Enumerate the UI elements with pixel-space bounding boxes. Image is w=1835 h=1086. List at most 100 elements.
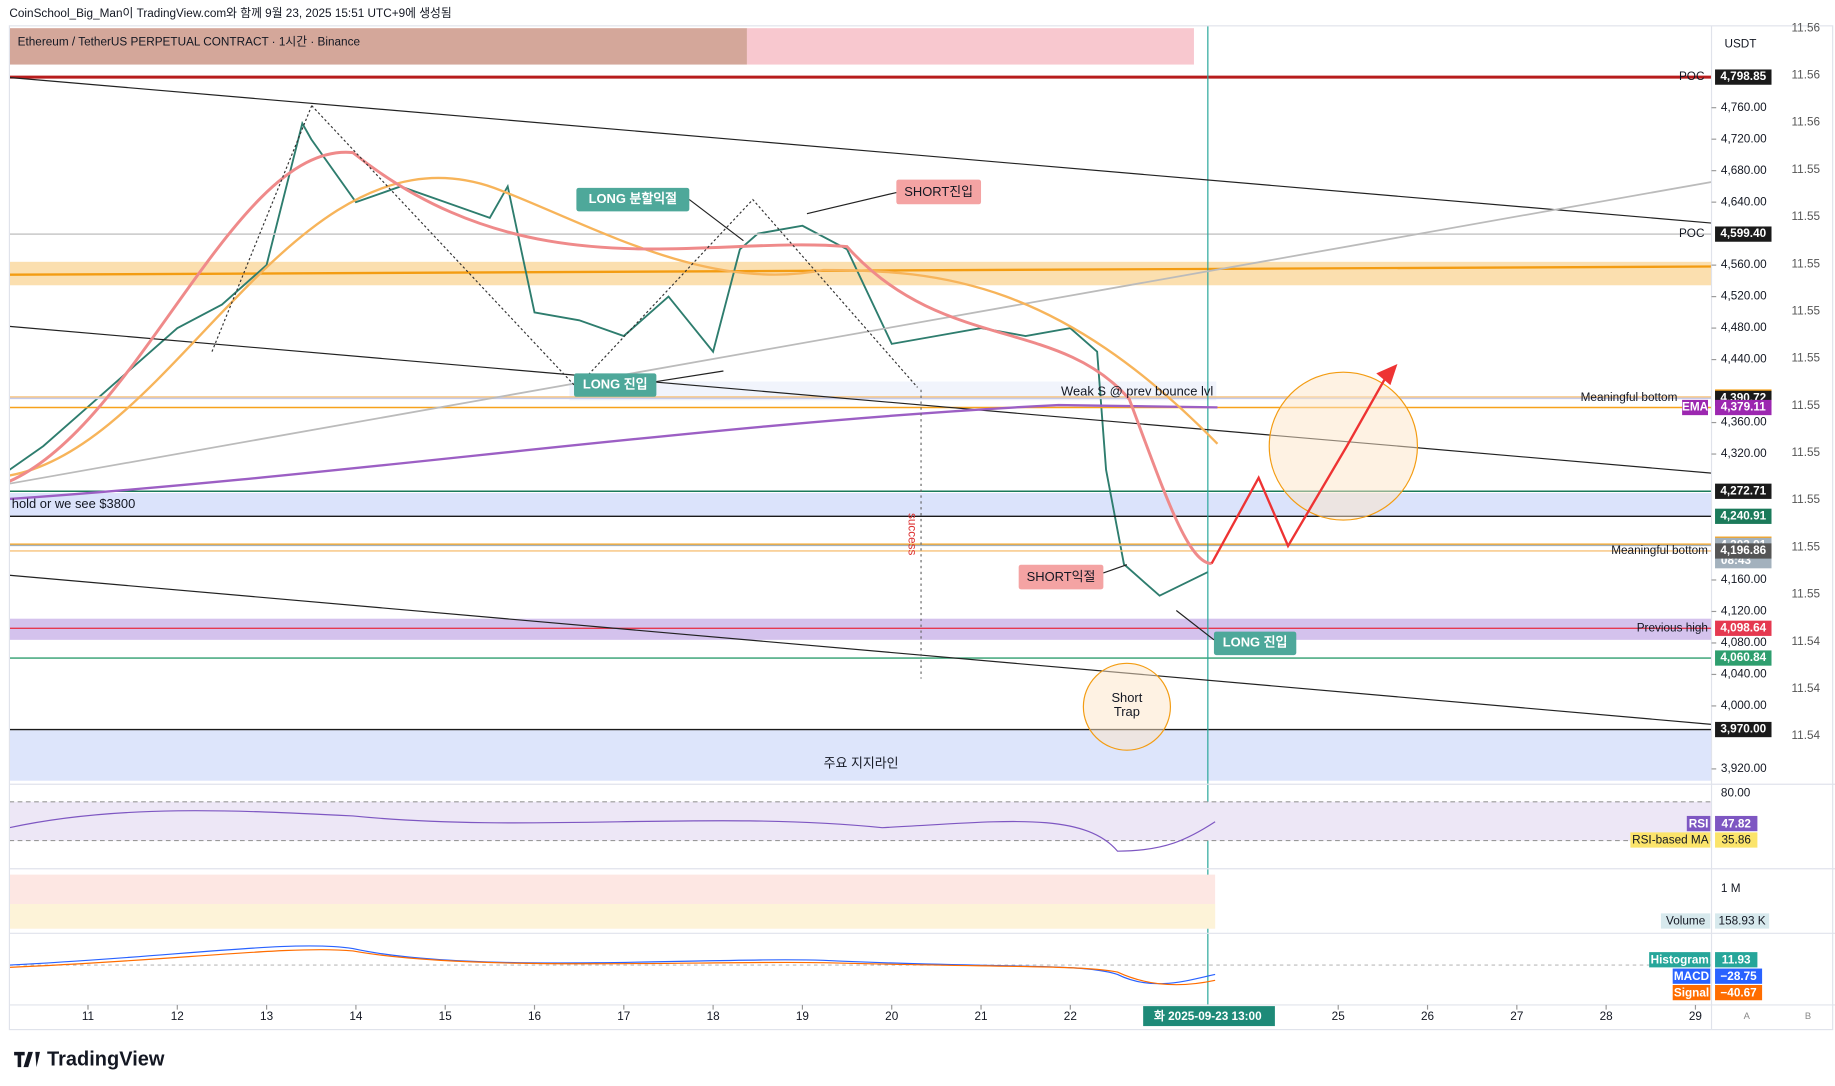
y2-label: 11.55 (1792, 540, 1821, 553)
x-tick-label: 13 (260, 1010, 274, 1023)
price-label: 4,240.91 (1720, 509, 1766, 522)
price-box (1715, 483, 1772, 499)
support-zone (9, 730, 1712, 781)
price-label: 3,970.00 (1720, 723, 1766, 736)
x-tick-label: 27 (1510, 1010, 1523, 1023)
annotation-box (576, 187, 690, 212)
price-label: 4,098.64 (1720, 621, 1766, 634)
connector (688, 199, 744, 242)
frame (8, 25, 1834, 1031)
value-box (1715, 968, 1763, 984)
macd-line (9, 945, 1216, 985)
level-note: Previous high (1637, 621, 1708, 634)
price-box (1715, 226, 1772, 242)
y-tick-label: 4,120.00 (1721, 605, 1767, 618)
value-box (1715, 952, 1758, 968)
connector (1103, 564, 1128, 574)
trend-line (9, 181, 1712, 485)
price-box (1715, 650, 1772, 666)
rsi-band (9, 801, 1712, 841)
tag-box (1682, 399, 1708, 416)
attribution: CoinSchool_Big_Man이 TradingView.com와 함께 … (9, 7, 451, 20)
signal-line (9, 949, 1216, 986)
annotation: LONG 진입 (1223, 635, 1288, 650)
rsi-ma-value: 35.86 (1722, 834, 1752, 847)
annotation: 주요 지지라인 (824, 756, 899, 771)
y2-label: 11.55 (1792, 163, 1821, 176)
x-tick-label: 19 (796, 1010, 809, 1023)
annotation-box (574, 373, 657, 397)
level-note: Meaningful bottom (1611, 544, 1708, 557)
x-tick-label: 26 (1421, 1010, 1435, 1023)
trend-line (9, 76, 1712, 224)
volume-scale: 1 M (1721, 882, 1741, 895)
price-label: 4,798.85 (1720, 70, 1766, 83)
annotation: LONG 진입 (583, 376, 648, 391)
annotation-box (1213, 631, 1297, 656)
bounce-zone (569, 381, 1217, 401)
y-tick-label: 4,680.00 (1721, 164, 1767, 177)
x-tick-label: 29 (1689, 1010, 1702, 1023)
trend-line (9, 574, 1712, 725)
tag-box (1660, 913, 1711, 929)
rsi-line (9, 810, 1216, 852)
rsi-name: RSI (1689, 817, 1709, 830)
tag-box (1649, 952, 1711, 968)
y-tick-label: 4,560.00 (1721, 258, 1767, 271)
x-tick-label: 21 (974, 1010, 987, 1023)
y2-label: 11.54 (1792, 682, 1821, 695)
price-label: 4,196.86 (1720, 544, 1766, 557)
price-box (1715, 508, 1772, 524)
axis-button[interactable]: A (1744, 1010, 1751, 1021)
value-box (1715, 815, 1758, 832)
y2-label: 11.55 (1792, 210, 1821, 223)
crosshair-box (1143, 1006, 1275, 1027)
annotation: Weak S @ prev bounce lvl (1061, 384, 1213, 399)
y-tick-label: 4,720.00 (1721, 132, 1767, 145)
level-tag: POC (1679, 227, 1705, 240)
y2-label: 11.55 (1792, 304, 1821, 317)
tag-box (1630, 832, 1711, 848)
value-box (1715, 913, 1770, 929)
volume-value: 158.93 K (1719, 915, 1766, 928)
y2-label: 11.55 (1792, 399, 1821, 412)
volume-band (9, 903, 1216, 929)
x-tick-label: 14 (349, 1010, 363, 1023)
price-box (1715, 721, 1772, 738)
axis-button[interactable]: B (1805, 1010, 1811, 1021)
connector (806, 191, 897, 215)
blue-zone (9, 493, 1712, 517)
y2-label: 11.55 (1792, 493, 1821, 506)
rsi-upper-label: 80.00 (1721, 787, 1751, 800)
x-tick-label: 16 (528, 1010, 542, 1023)
volume-name: Volume (1666, 915, 1706, 928)
projection-arrow (1376, 363, 1398, 386)
success-label: success (906, 513, 919, 556)
rsi-ma-name: RSI-based MA (1632, 834, 1709, 847)
y2-label: 11.56 (1792, 68, 1821, 81)
y2-label: 11.54 (1792, 635, 1821, 648)
y2-label: 11.55 (1792, 588, 1821, 601)
histogram-name: Histogram (1651, 953, 1709, 966)
level-tag: EMA (1682, 401, 1709, 414)
rsi-value: 47.82 (1722, 817, 1752, 830)
annotation: hold or we see $3800 (12, 496, 136, 511)
price-box (1715, 620, 1772, 636)
y2-label: 11.56 (1792, 116, 1821, 129)
annotation: Trap (1114, 704, 1140, 719)
price-line (8, 120, 1209, 597)
trap-circle (1082, 662, 1172, 751)
y-tick-label: 4,440.00 (1721, 353, 1767, 366)
y-tick-label: 4,320.00 (1721, 447, 1767, 460)
y2-label: 11.56 (1792, 21, 1821, 34)
ma-line (9, 176, 1219, 477)
x-tick-label: 17 (617, 1010, 630, 1023)
y-tick-label: 4,520.00 (1721, 290, 1767, 303)
title-band-2 (746, 28, 1194, 65)
ma-line (8, 151, 1212, 565)
annotation: SHORT익절 (1027, 569, 1096, 584)
histogram-value: 11.93 (1722, 953, 1751, 966)
y-tick-label: 4,160.00 (1721, 573, 1767, 586)
y-tick-label: 4,080.00 (1721, 636, 1767, 649)
